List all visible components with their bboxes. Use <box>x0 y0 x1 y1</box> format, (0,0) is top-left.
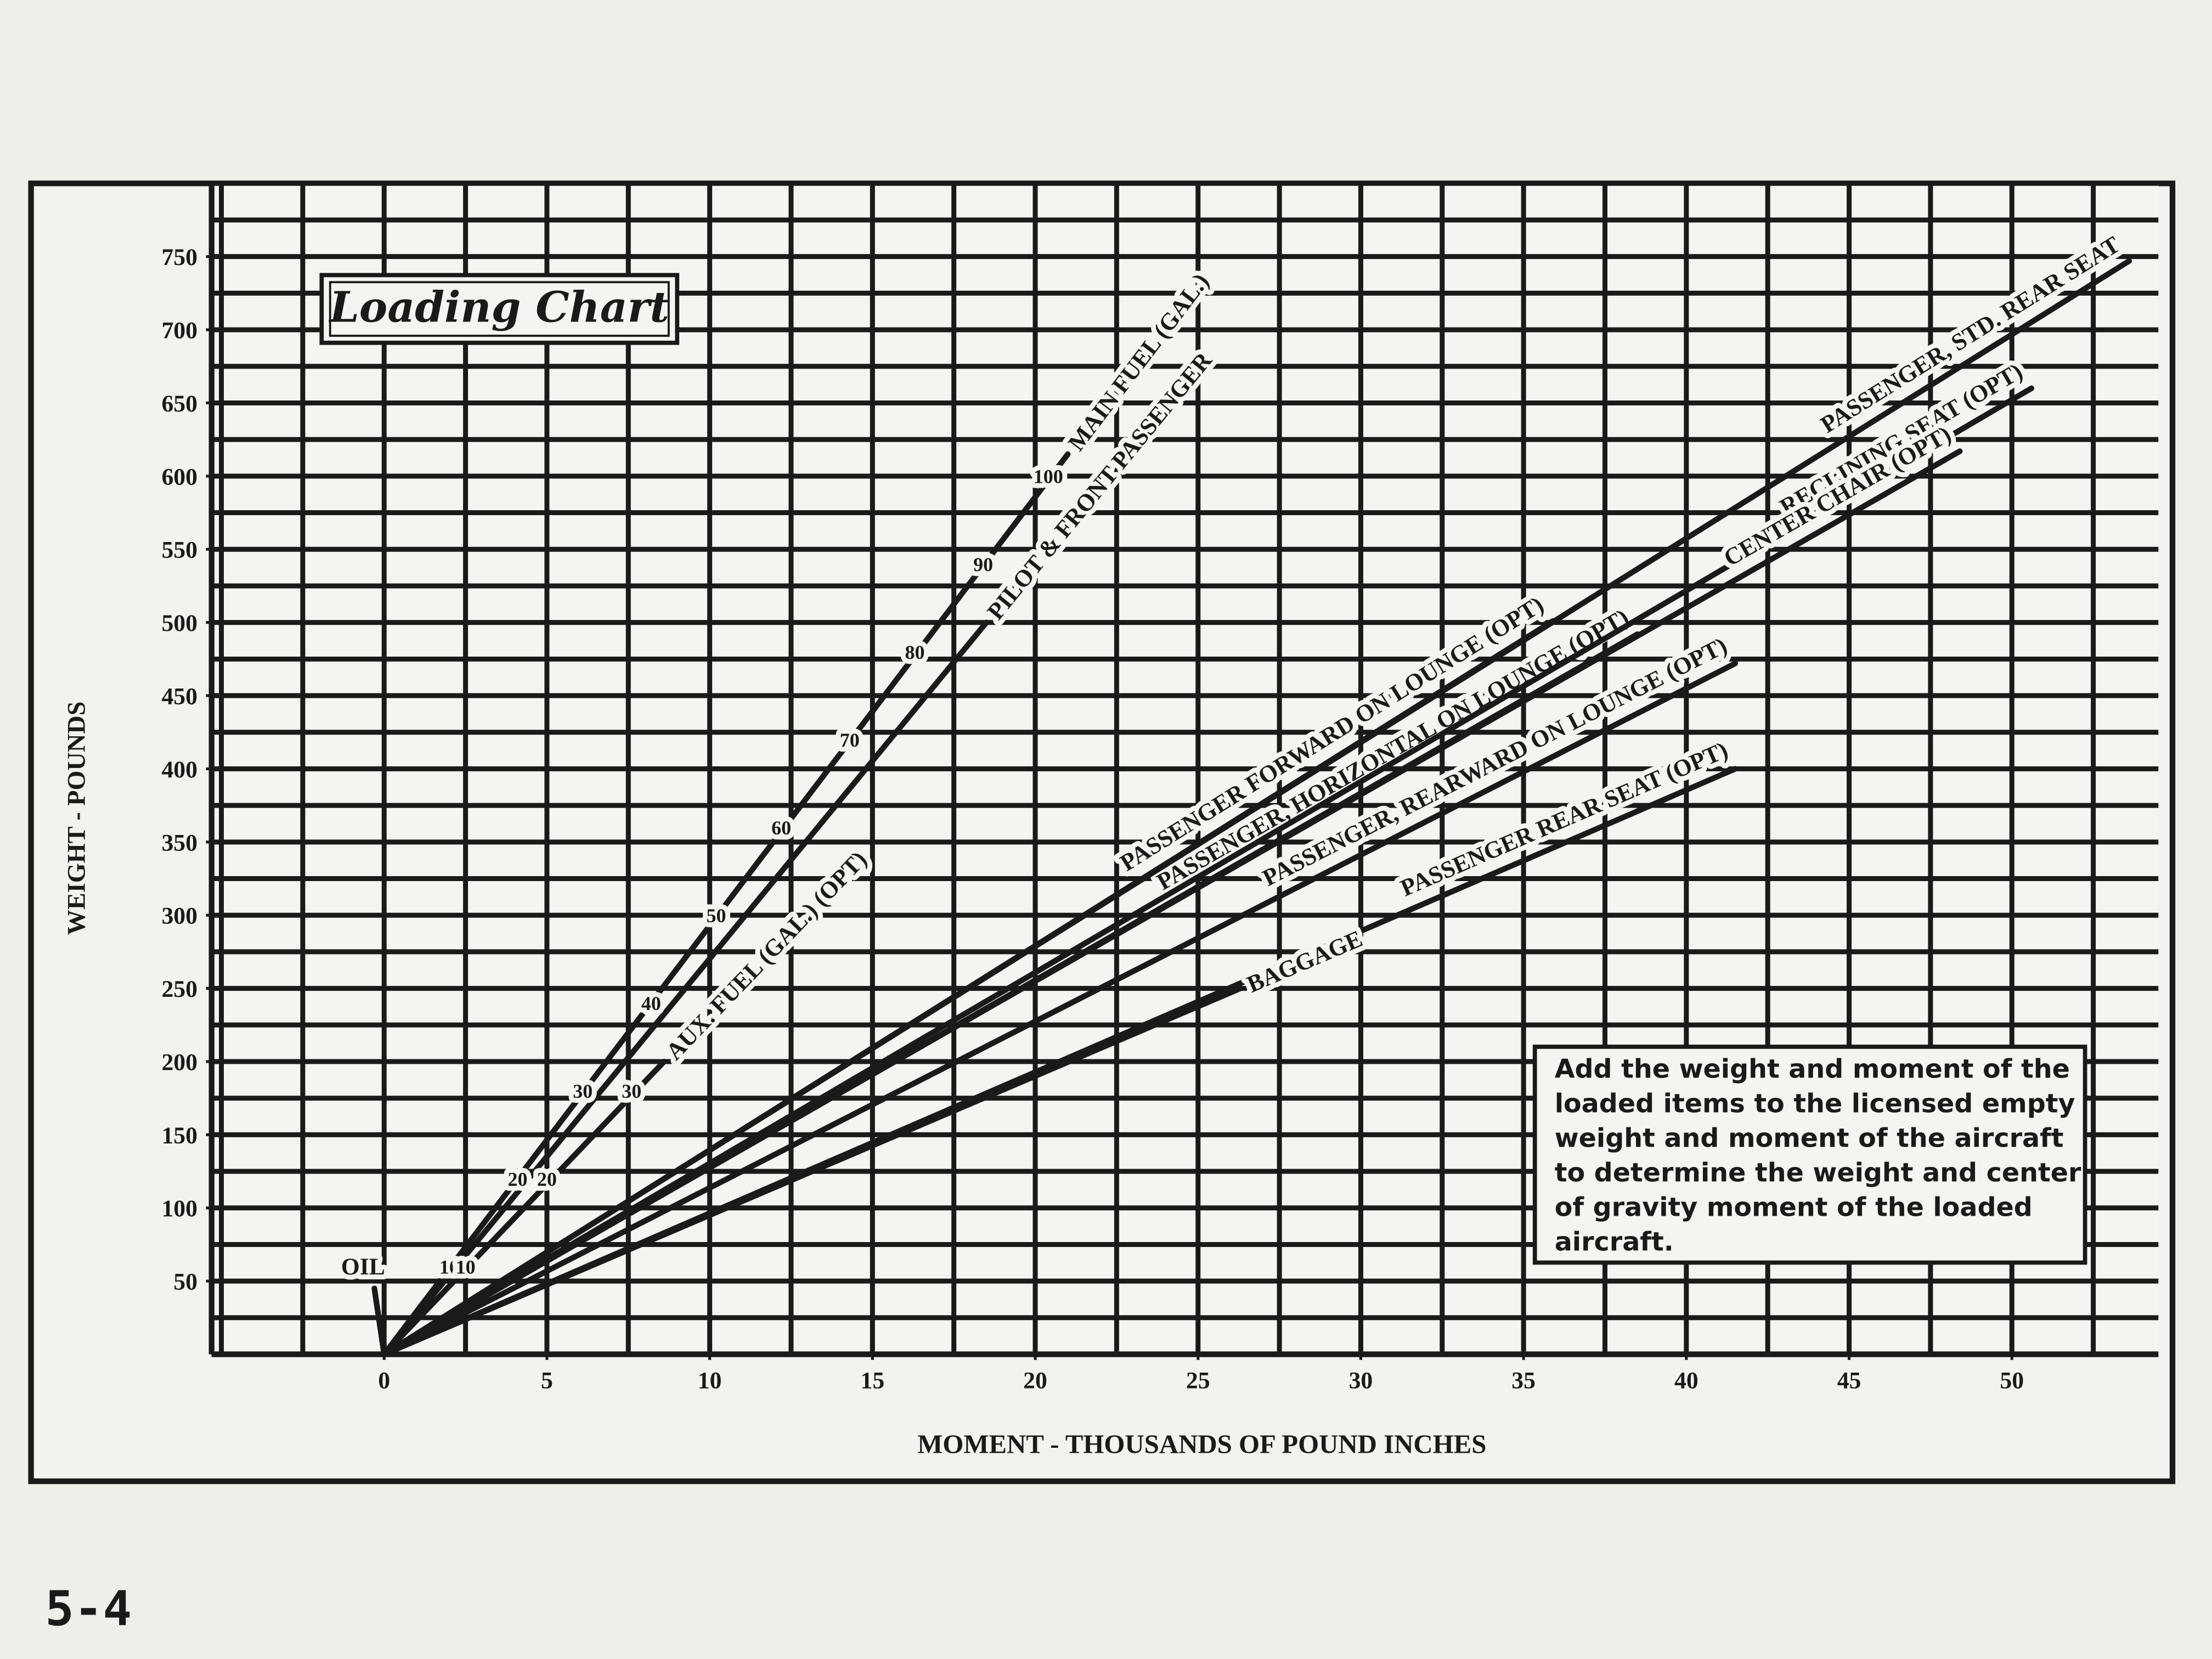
x-tick-label: 5 <box>541 1367 553 1393</box>
y-tick-label: 100 <box>161 1195 198 1222</box>
x-tick-label: 30 <box>1349 1367 1373 1393</box>
gallon-mark: 20 <box>508 1168 528 1190</box>
y-tick-label: 300 <box>161 903 198 929</box>
gallon-mark: 30 <box>573 1080 592 1102</box>
y-axis-label: WEIGHT - POUNDS <box>63 701 91 935</box>
series-line <box>381 385 2035 1357</box>
y-tick-label: 400 <box>161 757 198 783</box>
gallon-mark: 30 <box>622 1080 641 1102</box>
gallon-mark: 40 <box>641 992 661 1014</box>
series-line <box>381 1058 667 1357</box>
note: Add the weight and moment of the loaded i… <box>1555 1054 2081 1257</box>
y-tick-label: 450 <box>161 683 198 709</box>
y-tick-label: 200 <box>161 1049 198 1075</box>
series-line <box>381 619 990 1357</box>
x-tick-label: 10 <box>698 1367 722 1393</box>
y-tick-label: 50 <box>173 1269 198 1295</box>
page-number: 5-4 <box>45 1581 132 1637</box>
x-tick-label: 50 <box>2000 1367 2024 1393</box>
gallon-mark: 20 <box>537 1168 557 1190</box>
series-line <box>381 258 2132 1357</box>
note-line: weight and moment of the aircraft <box>1555 1124 2064 1154</box>
series-line <box>381 448 1963 1357</box>
y-tick-label: 250 <box>161 976 198 1002</box>
title-box <box>319 273 680 345</box>
y-tick-label: 350 <box>161 830 198 856</box>
gallon-mark: 10 <box>439 1256 459 1278</box>
y-tick-label: 150 <box>161 1122 198 1149</box>
y-tick-label: 550 <box>161 537 198 563</box>
x-tick-label: 40 <box>1674 1367 1699 1393</box>
gallon-mark: 100 <box>1034 466 1063 488</box>
y-tick-label: 600 <box>161 464 198 490</box>
note-line: of gravity moment of the loaded <box>1555 1193 2033 1223</box>
gallon-mark: 80 <box>905 641 924 663</box>
x-tick-label: 20 <box>1023 1367 1047 1393</box>
y-tick-label: 700 <box>161 318 198 344</box>
series-line <box>371 1285 387 1357</box>
x-tick-label: 45 <box>1837 1367 1861 1393</box>
series-line <box>381 451 1071 1357</box>
x-tick-label: 35 <box>1511 1367 1536 1393</box>
gallon-mark: 70 <box>840 729 860 751</box>
series-line <box>381 985 1244 1357</box>
x-tick-label: 25 <box>1186 1367 1210 1393</box>
gallon-mark: 60 <box>771 817 791 839</box>
y-tick-label: 750 <box>161 244 198 270</box>
note-line: Add the weight and moment of the <box>1555 1054 2070 1085</box>
x-axis-label: MOMENT - THOUSANDS OF POUND INCHES <box>917 1429 1486 1459</box>
note-line: aircraft. <box>1555 1227 1674 1257</box>
gallon-mark: 10 <box>456 1256 476 1278</box>
series-label: OIL <box>341 1254 385 1280</box>
chart-title: Loading Chart <box>329 283 669 332</box>
y-tick-label: 650 <box>161 391 198 417</box>
x-tick-label: 15 <box>860 1367 884 1393</box>
gallon-mark: 90 <box>973 554 993 575</box>
title-box-inner <box>329 281 670 337</box>
x-tick-label: 0 <box>378 1367 390 1393</box>
gallon-mark: 50 <box>706 905 726 927</box>
note-line: loaded items to the licensed empty <box>1555 1089 2075 1119</box>
note-box <box>1532 1045 2087 1265</box>
series-line <box>381 661 1739 1357</box>
note-line: to determine the weight and center <box>1555 1158 2081 1188</box>
y-tick-label: 500 <box>161 610 198 636</box>
